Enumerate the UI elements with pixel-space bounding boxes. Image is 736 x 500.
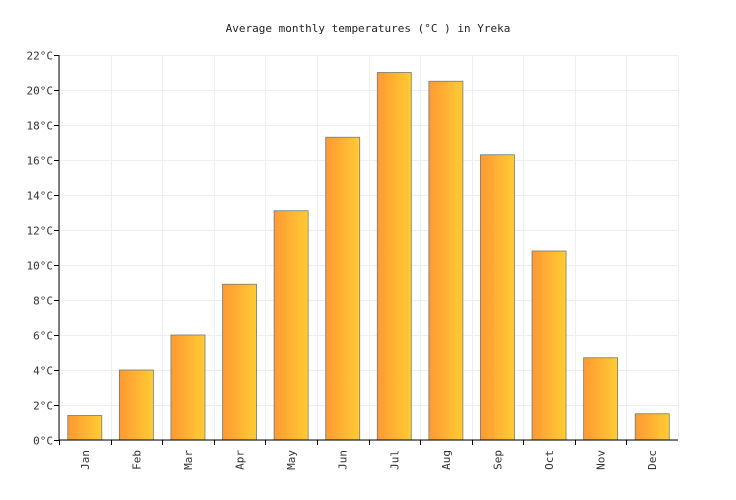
y-tick-label: 0°C — [33, 435, 53, 448]
y-tick-label: 4°C — [33, 365, 53, 378]
bar-mar — [170, 334, 206, 441]
x-tick-label: Nov — [595, 450, 608, 470]
y-tick-label: 16°C — [27, 155, 54, 168]
x-tick-label: Aug — [440, 450, 453, 470]
y-axis-ticks: 0°C 2°C 4°C 6°C 8°C 10°C 12°C 14°C 16°C 18°C 20°C 2… — [27, 50, 59, 448]
x-tick-label: Apr — [234, 450, 247, 470]
y-tick-label: 14°C — [27, 190, 54, 203]
y-tick-label: 2°C — [33, 400, 53, 413]
x-tick-label: Jun — [337, 450, 350, 470]
x-axis-ticks: Jan Feb Mar Apr May Jun Jul Aug Sep Oct Nov Dec — [59, 440, 659, 470]
bar-jul — [376, 72, 412, 441]
bar-jun — [325, 136, 361, 441]
bar-oct — [531, 250, 567, 441]
bar-apr — [222, 283, 257, 441]
bar-aug — [428, 80, 464, 441]
x-tick-label: Jan — [79, 450, 92, 470]
bar-nov — [583, 357, 619, 441]
x-tick-label: Sep — [491, 450, 504, 470]
x-tick-label: May — [285, 450, 298, 470]
bar-feb — [118, 369, 154, 441]
x-tick-label: Mar — [182, 450, 195, 470]
chart-title: Average monthly temperatures (°C ) in Yr… — [226, 22, 511, 35]
y-tick-label: 12°C — [27, 225, 54, 238]
y-tick-label: 20°C — [27, 85, 54, 98]
bar-may — [273, 210, 309, 441]
x-tick-label: Feb — [130, 450, 143, 470]
bar-layer — [67, 72, 670, 441]
y-tick-label: 18°C — [27, 120, 54, 133]
x-tick-label: Dec — [646, 450, 659, 470]
y-tick-label: 8°C — [33, 295, 53, 308]
y-tick-label: 10°C — [27, 260, 54, 273]
bar-dec — [634, 413, 670, 441]
x-tick-label: Jul — [388, 450, 401, 470]
y-tick-label: 22°C — [27, 50, 54, 63]
y-tick-label: 6°C — [33, 330, 53, 343]
bar-sep — [480, 154, 515, 441]
x-tick-label: Oct — [543, 450, 556, 470]
bar-jan — [67, 415, 103, 441]
